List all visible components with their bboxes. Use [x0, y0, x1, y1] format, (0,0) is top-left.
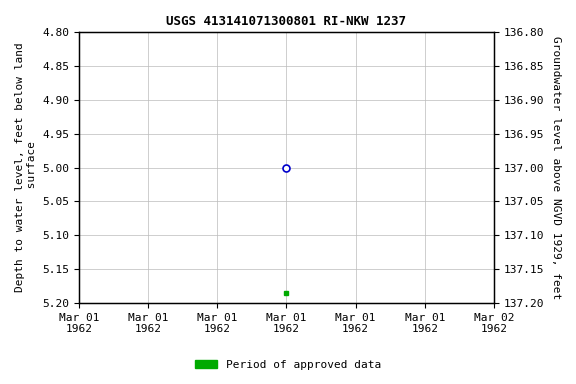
Legend: Period of approved data: Period of approved data	[191, 356, 385, 375]
Y-axis label: Groundwater level above NGVD 1929, feet: Groundwater level above NGVD 1929, feet	[551, 36, 561, 299]
Y-axis label: Depth to water level, feet below land
 surface: Depth to water level, feet below land su…	[15, 43, 37, 292]
Title: USGS 413141071300801 RI-NKW 1237: USGS 413141071300801 RI-NKW 1237	[166, 15, 407, 28]
